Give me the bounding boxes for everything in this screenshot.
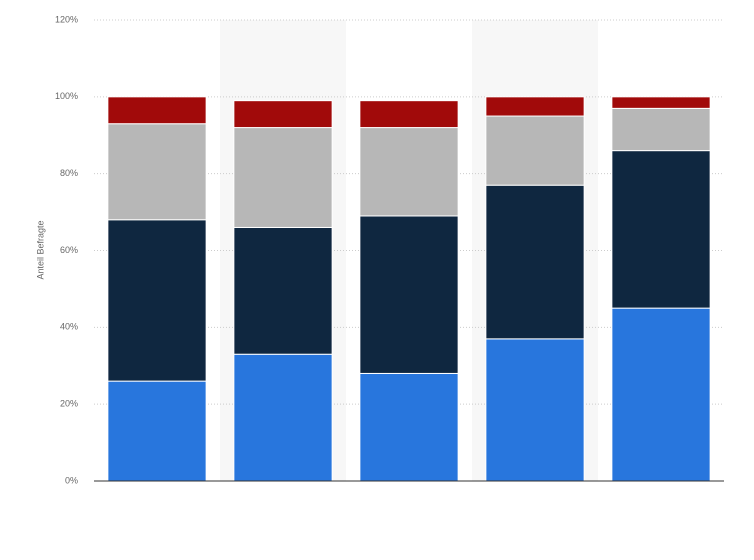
bar-segment xyxy=(107,219,207,382)
bar-segment xyxy=(611,107,711,152)
bar-segment xyxy=(611,307,711,482)
bar-segment xyxy=(611,96,711,109)
bar-segment xyxy=(359,372,459,482)
bar-segment xyxy=(233,226,333,355)
y-tick-label: 0% xyxy=(65,475,78,485)
bar-segment xyxy=(359,127,459,217)
y-tick-label: 120% xyxy=(55,14,78,24)
y-tick-label: 40% xyxy=(60,322,78,332)
y-axis-label: Anteil Befragte xyxy=(35,220,45,279)
y-tick-label: 20% xyxy=(60,399,78,409)
bar-segment xyxy=(485,115,585,186)
bar-segment xyxy=(233,100,333,129)
bar-segment xyxy=(107,380,207,482)
y-tick-label: 60% xyxy=(60,245,78,255)
bar-segment xyxy=(359,100,459,129)
bar-segment xyxy=(233,127,333,228)
y-tick-label: 100% xyxy=(55,91,78,101)
y-tick-label: 80% xyxy=(60,168,78,178)
bar-segment xyxy=(485,184,585,340)
bar-segment xyxy=(107,123,207,221)
bar-segment xyxy=(485,338,585,482)
bar-segment xyxy=(359,215,459,374)
bar-segment xyxy=(611,150,711,309)
bar-segment xyxy=(107,96,207,125)
bar-segment xyxy=(233,353,333,482)
bar-segment xyxy=(485,96,585,117)
